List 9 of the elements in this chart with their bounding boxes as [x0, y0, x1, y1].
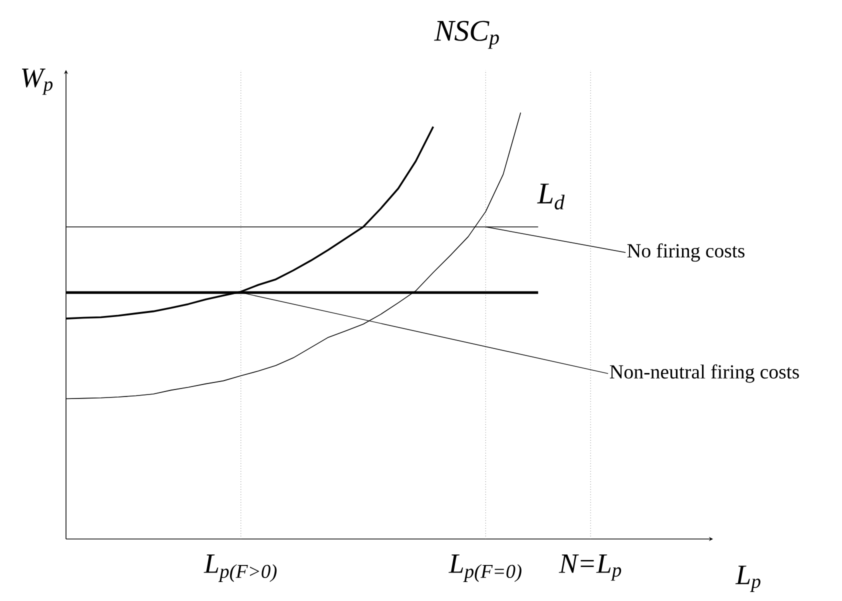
- x-tick-label: N=L$_{p}$: [558, 554, 622, 581]
- x-tick-label: L$_{p(F>0)}$: [204, 554, 277, 582]
- annotation: Non-neutral firing costs: [610, 364, 799, 383]
- x-axis-title: L$_{p}$: [735, 566, 760, 592]
- annotation: No firing costs: [627, 243, 744, 262]
- text: NSC$_{p}$: [434, 20, 499, 49]
- y-axis-title: W$_{p}$: [22, 68, 53, 95]
- x-tick-label: L$_{p(F=0)}$: [448, 554, 522, 582]
- annotation: L$_{d}$: [537, 184, 565, 210]
